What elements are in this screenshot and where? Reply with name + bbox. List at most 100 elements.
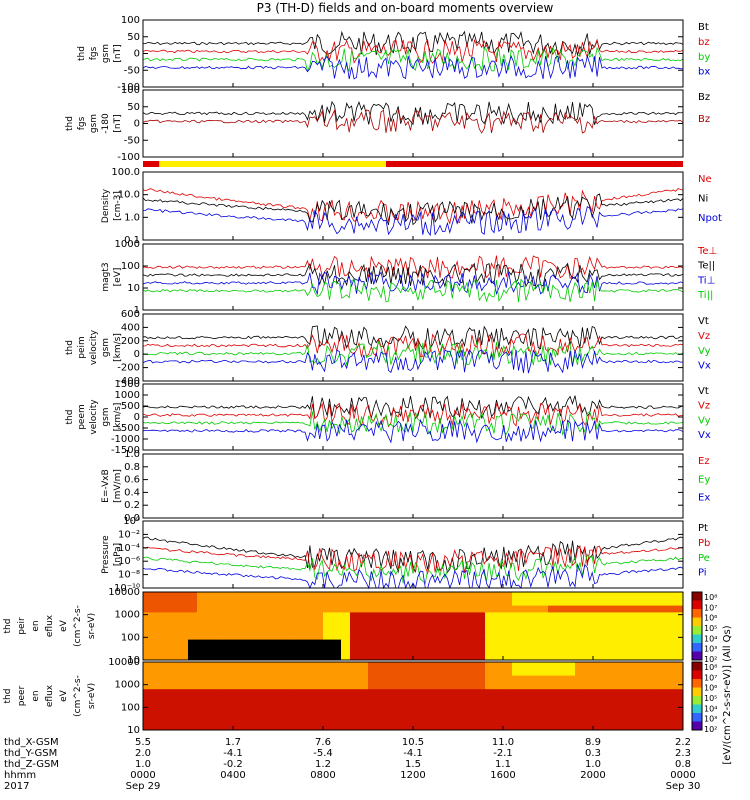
heatmap-cell bbox=[494, 689, 504, 697]
heatmap-cell bbox=[431, 639, 441, 647]
heatmap-cell bbox=[422, 612, 432, 620]
heatmap-cell bbox=[593, 716, 603, 724]
heatmap-cell bbox=[656, 605, 666, 613]
heatmap-cell bbox=[377, 592, 387, 600]
heatmap-cell bbox=[467, 689, 477, 697]
heatmap-cell bbox=[449, 605, 459, 613]
heatmap-cell bbox=[215, 662, 225, 670]
heatmap-cell bbox=[620, 689, 630, 697]
heatmap-cell bbox=[422, 598, 432, 607]
heatmap-cell bbox=[665, 592, 675, 600]
heatmap-cell bbox=[143, 723, 153, 731]
heatmap-cell bbox=[251, 653, 261, 661]
heatmap-cell bbox=[584, 675, 594, 683]
heatmap-cell bbox=[611, 696, 621, 704]
heatmap-cell bbox=[593, 709, 603, 717]
heatmap-cell bbox=[233, 612, 243, 620]
heatmap-cell bbox=[143, 592, 153, 600]
heatmap-cell bbox=[512, 716, 522, 724]
heatmap-cell bbox=[260, 662, 270, 670]
ytick-label-temperature-0: 1000 bbox=[115, 239, 140, 250]
heatmap-cell bbox=[215, 653, 225, 661]
heatmap-cell bbox=[242, 619, 252, 627]
heatmap-cell bbox=[368, 592, 378, 600]
heatmap-cell bbox=[611, 639, 621, 647]
ytick-label-fgs-gsm-theta-2: 0 bbox=[134, 119, 140, 130]
xaxis-value-4-0: Sep 29 bbox=[126, 781, 161, 792]
heatmap-cell bbox=[152, 592, 162, 600]
heatmap-cell bbox=[566, 605, 576, 613]
heatmap-cell bbox=[260, 605, 270, 613]
heatmap-cell bbox=[332, 598, 342, 607]
heatmap-cell bbox=[467, 639, 477, 647]
ytick-label-temperature-1: 100 bbox=[121, 261, 140, 272]
heatmap-cell bbox=[449, 723, 459, 731]
heatmap-cell bbox=[548, 675, 558, 683]
heatmap-cell bbox=[521, 626, 531, 634]
ytick-label-fgs-gsm-1: 50 bbox=[127, 32, 140, 43]
heatmap-cell bbox=[611, 646, 621, 654]
frame-fgs-gsm bbox=[142, 19, 684, 88]
heatmap-cell bbox=[386, 639, 396, 647]
heatmap-cell bbox=[566, 723, 576, 731]
ylabel-peim-velocity-0: thd bbox=[65, 340, 75, 355]
heatmap-cell bbox=[611, 675, 621, 683]
heatmap-cell bbox=[503, 626, 513, 634]
ytick-label-efield-1: 0.8 bbox=[124, 462, 140, 473]
heatmap-cell bbox=[224, 689, 234, 697]
ylabel-fgs-gsm-3: [nT] bbox=[113, 44, 123, 62]
series-pressure-2 bbox=[142, 553, 684, 585]
heatmap-cell bbox=[665, 723, 675, 731]
heatmap-cell bbox=[179, 605, 189, 613]
heatmap-cell bbox=[413, 662, 423, 670]
heatmap-cell bbox=[197, 675, 207, 683]
frame-temperature bbox=[142, 243, 684, 311]
mode-bar bbox=[143, 161, 683, 167]
heatmap-cell bbox=[485, 619, 495, 627]
heatmap-cell bbox=[197, 639, 207, 647]
heatmap-cell bbox=[449, 646, 459, 654]
heatmap-cell bbox=[287, 632, 297, 641]
legend-density-0: Ne bbox=[698, 174, 712, 185]
heatmap-cell bbox=[395, 653, 405, 661]
heatmap-cell bbox=[593, 632, 603, 641]
heatmap-cell bbox=[593, 592, 603, 600]
heatmap-cell bbox=[152, 619, 162, 627]
heatmap-cell bbox=[404, 639, 414, 647]
heatmap-cell bbox=[512, 689, 522, 697]
heatmap-cell bbox=[197, 646, 207, 654]
heatmap-cell bbox=[377, 696, 387, 704]
heatmap-cell bbox=[512, 675, 522, 683]
xaxis-row-label-3: hhmm bbox=[4, 770, 36, 781]
heatmap-cell bbox=[512, 702, 522, 711]
heatmap-cell bbox=[665, 653, 675, 661]
heatmap-cell bbox=[161, 662, 171, 670]
heatmap-cell bbox=[242, 709, 252, 717]
heatmap-cell bbox=[674, 612, 684, 620]
heatmap-cell bbox=[269, 702, 279, 711]
legend-fgs-gsm-theta-1: Bz bbox=[698, 114, 710, 125]
xaxis-row-label-4: 2017 bbox=[4, 781, 29, 792]
panel-pressure: Pressure [nPa] Pt Pb Pe Pi 10⁰ 10⁻² 10⁻⁴ 10⁻⁶ 10⁻⁸… bbox=[101, 516, 710, 594]
heatmap-cell bbox=[359, 626, 369, 634]
colorbar-band bbox=[692, 634, 702, 644]
heatmap-cell bbox=[440, 653, 450, 661]
heatmap-cell bbox=[485, 716, 495, 724]
heatmap-cell bbox=[575, 605, 585, 613]
heatmap-cell bbox=[620, 723, 630, 731]
heatmap-cell bbox=[512, 696, 522, 704]
ytick-label-temperature-3: 1 bbox=[134, 305, 140, 316]
legend-pressure-0: Pt bbox=[698, 523, 708, 534]
heatmap-cell bbox=[422, 668, 432, 677]
heatmap-cell bbox=[458, 612, 468, 620]
heatmap-cell bbox=[503, 632, 513, 641]
heatmap-cell bbox=[386, 653, 396, 661]
xaxis-value-0-1: 1.7 bbox=[225, 737, 241, 748]
heatmap-cell bbox=[647, 612, 657, 620]
heatmap-cell bbox=[386, 632, 396, 641]
heatmap-cell bbox=[584, 682, 594, 690]
heatmap-cell bbox=[458, 662, 468, 670]
heatmap-cell bbox=[458, 716, 468, 724]
colorbar-tick-0-0: 10⁸ bbox=[704, 593, 717, 602]
heatmap-cell bbox=[575, 682, 585, 690]
